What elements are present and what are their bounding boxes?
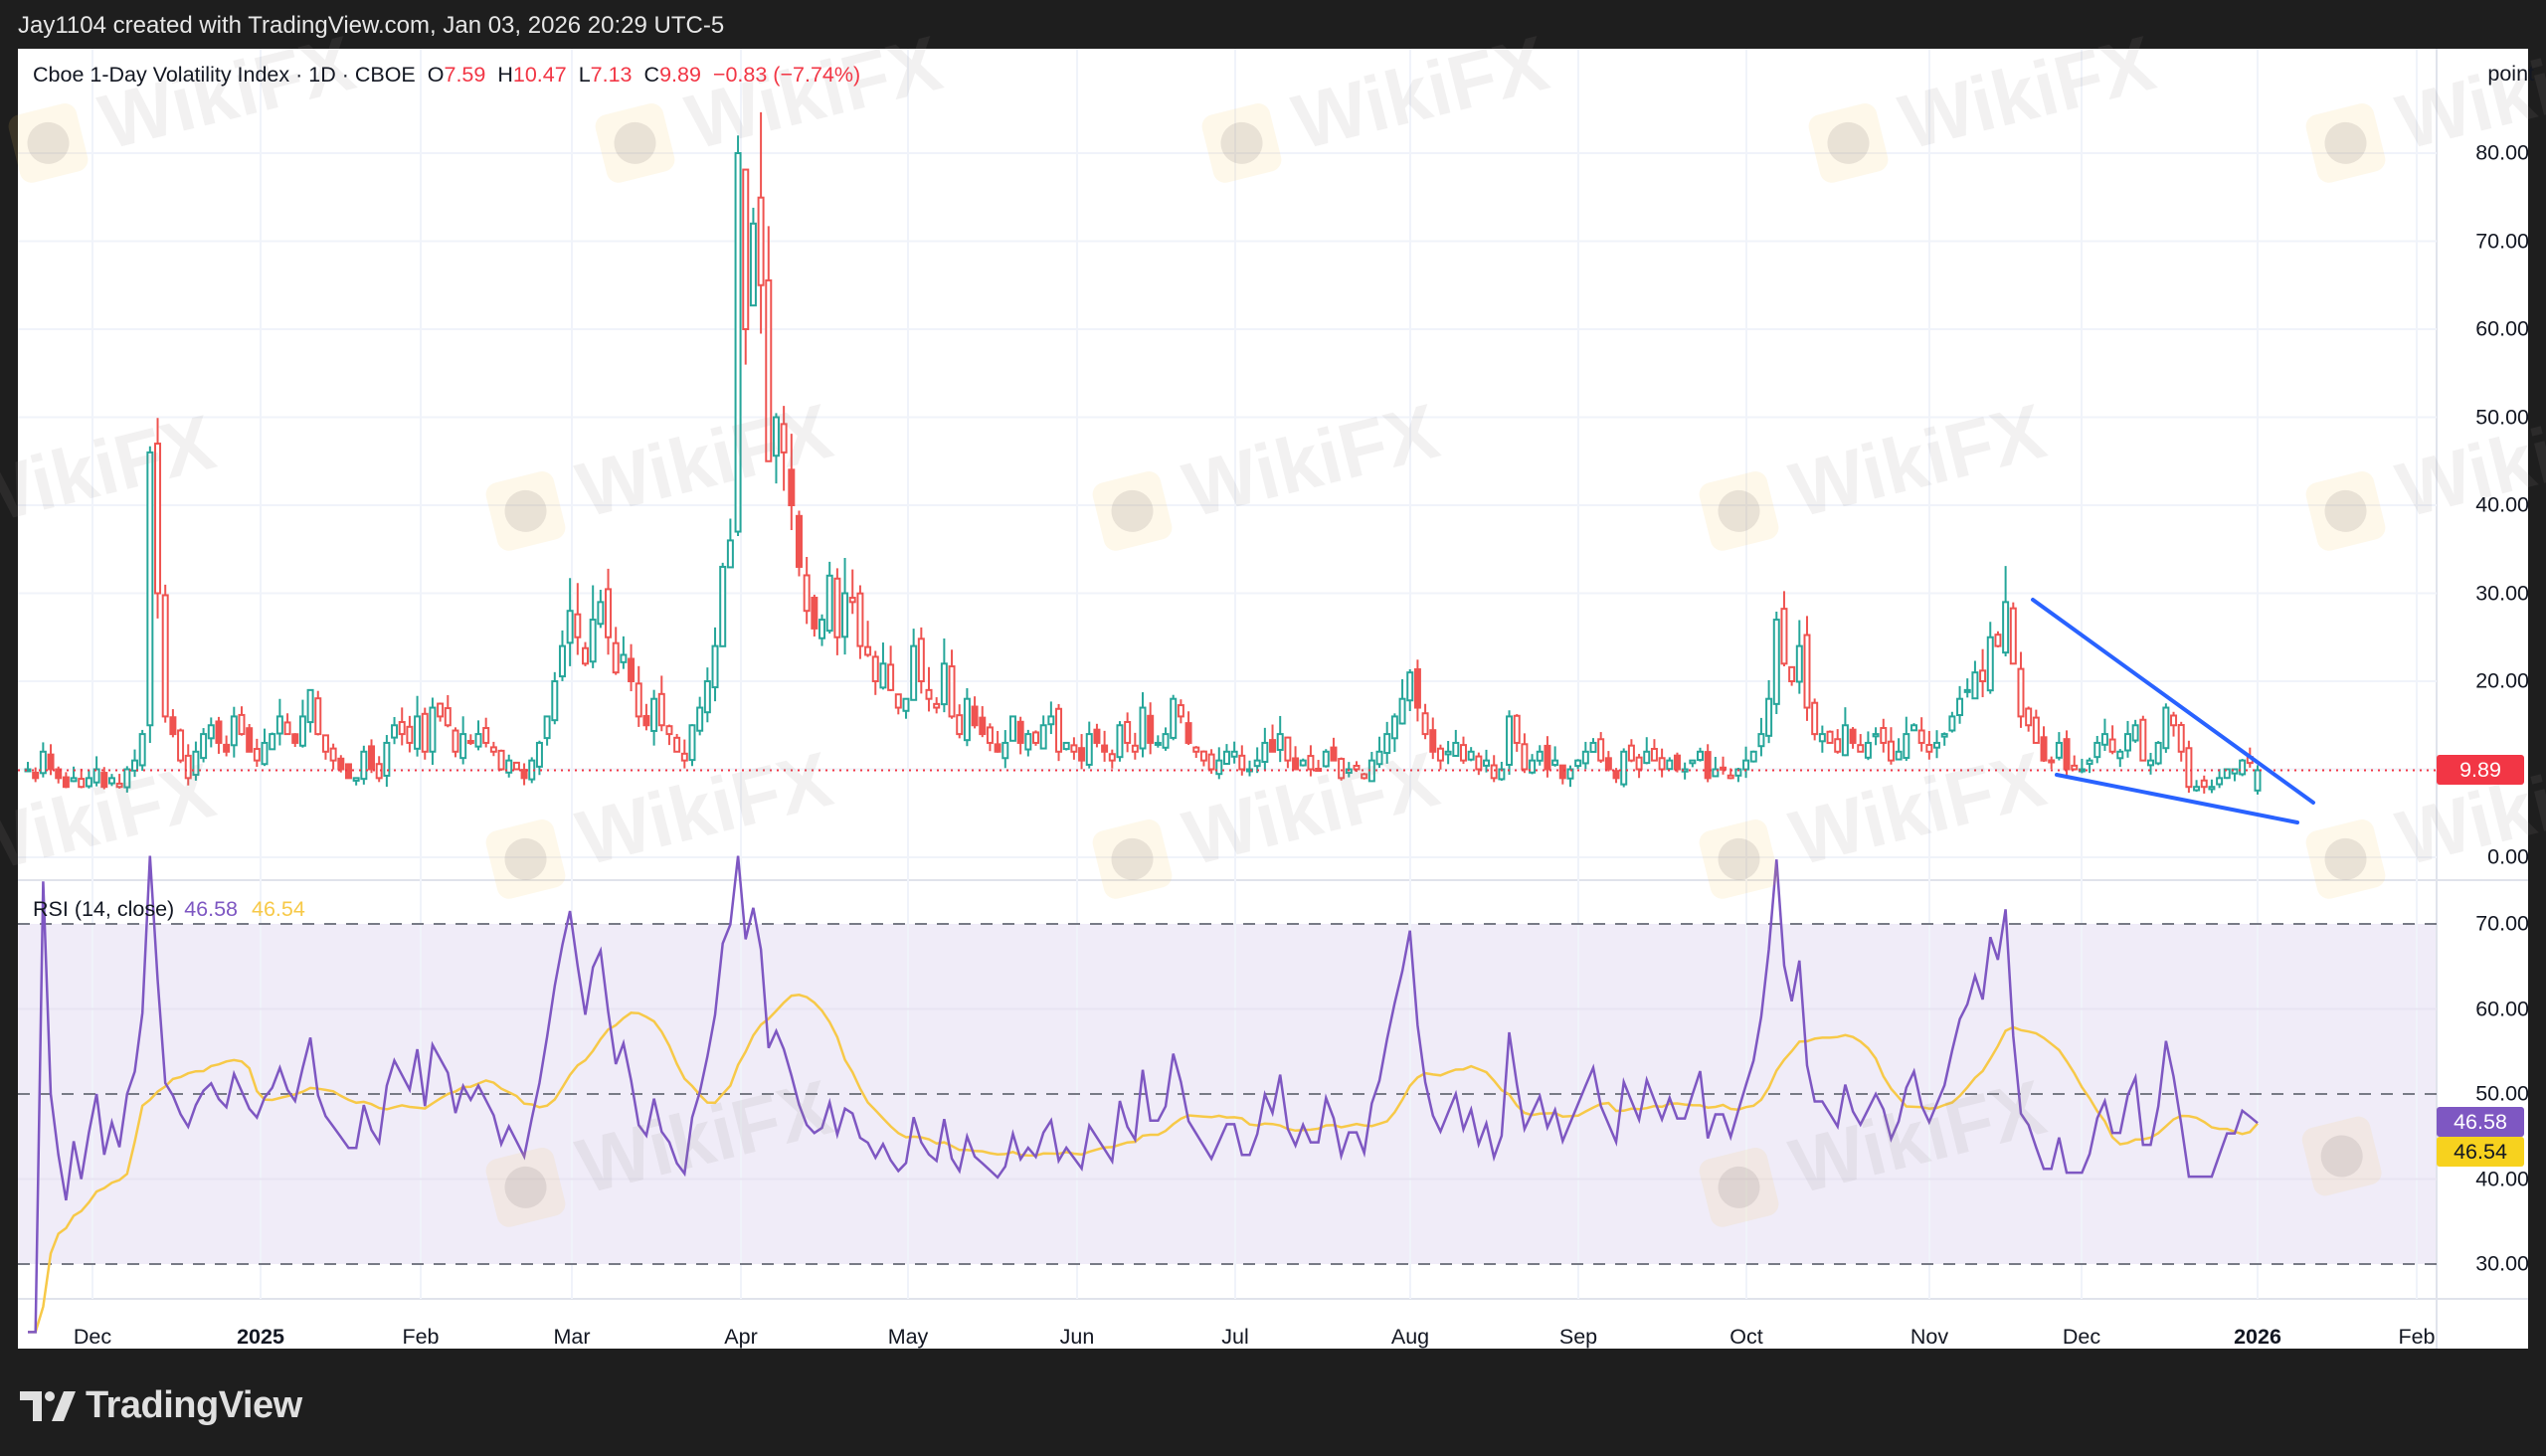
price-tick-label: 40.00 bbox=[2475, 492, 2529, 517]
price-tick-label: 60.00 bbox=[2475, 316, 2529, 341]
time-tick-label: May bbox=[887, 1325, 929, 1349]
time-tick-label: Oct bbox=[1729, 1325, 1763, 1349]
open-label: O bbox=[427, 63, 445, 87]
time-tick-label: Apr bbox=[724, 1325, 758, 1349]
wedge-lower-trendline bbox=[2055, 773, 2299, 824]
time-tick-label: Jun bbox=[1059, 1325, 1095, 1349]
rsi-tick-label: 30.00 bbox=[2475, 1251, 2529, 1276]
symbol-title[interactable]: Cboe 1-Day Volatility Index · 1D · CBOE bbox=[33, 63, 416, 87]
tradingview-logo[interactable]: TradingView bbox=[20, 1384, 302, 1427]
price-tick-label: 0.00 bbox=[2487, 844, 2529, 869]
rsi-ma-value: 46.54 bbox=[252, 897, 305, 921]
time-tick-label: Feb bbox=[402, 1325, 440, 1349]
rsi-ma-line bbox=[28, 994, 2259, 1334]
time-tick-label: Nov bbox=[1910, 1325, 1949, 1349]
high-value: 10.47 bbox=[512, 63, 567, 87]
price-tick-label: 50.00 bbox=[2475, 405, 2529, 429]
time-tick-label: Dec bbox=[2062, 1325, 2101, 1349]
high-label: H bbox=[497, 63, 513, 87]
time-tick-label: Jul bbox=[1221, 1325, 1249, 1349]
close-label: C bbox=[643, 63, 660, 87]
rsi-ma-value-badge: 46.54 bbox=[2437, 1137, 2524, 1167]
time-tick-label: Aug bbox=[1390, 1325, 1430, 1349]
chart-caption: Jay1104 created with TradingView.com, Ja… bbox=[18, 12, 725, 39]
rsi-tick-label: 40.00 bbox=[2475, 1167, 2529, 1190]
change-value: −0.83 (−7.74%) bbox=[712, 63, 861, 87]
price-tick-label: 30.00 bbox=[2475, 581, 2529, 605]
rsi-tick-label: 50.00 bbox=[2475, 1081, 2529, 1106]
wedge-upper-trendline bbox=[2031, 598, 2315, 805]
chart-canvas[interactable] bbox=[18, 49, 2528, 1349]
price-unit-label[interactable]: point bbox=[2487, 62, 2534, 86]
symbol-legend[interactable]: Cboe 1-Day Volatility Index · 1D · CBOE … bbox=[33, 63, 860, 88]
tradingview-logo-icon bbox=[20, 1390, 76, 1421]
last-price-badge: 9.89 bbox=[2437, 755, 2524, 786]
time-tick-label: Sep bbox=[1558, 1325, 1598, 1349]
time-tick-label: 2026 bbox=[2234, 1325, 2281, 1349]
time-tick-label: Mar bbox=[553, 1325, 591, 1349]
rsi-value-badge: 46.58 bbox=[2437, 1107, 2524, 1137]
rsi-value: 46.58 bbox=[184, 897, 238, 921]
low-label: L bbox=[578, 63, 591, 87]
brand-name: TradingView bbox=[86, 1384, 302, 1426]
price-tick-label: 20.00 bbox=[2475, 668, 2529, 693]
price-tick-label: 70.00 bbox=[2475, 229, 2529, 253]
open-value: 7.59 bbox=[444, 63, 486, 87]
chart-panel[interactable]: WikiFX WikiFX WikiFX WikiFX WikiFX WikiF… bbox=[0, 19, 2546, 1349]
price-tick-label: 80.00 bbox=[2475, 140, 2529, 165]
rsi-tick-label: 70.00 bbox=[2475, 911, 2529, 936]
time-tick-label: Feb bbox=[2398, 1325, 2436, 1349]
low-value: 7.13 bbox=[590, 63, 633, 87]
time-tick-label: Dec bbox=[73, 1325, 112, 1349]
rsi-legend[interactable]: RSI (14, close) 46.58 46.54 bbox=[33, 897, 305, 922]
rsi-title[interactable]: RSI (14, close) bbox=[33, 897, 175, 921]
rsi-line bbox=[28, 855, 2259, 1334]
close-value: 9.89 bbox=[659, 63, 701, 87]
candles bbox=[24, 111, 2262, 795]
rsi-tick-label: 60.00 bbox=[2475, 997, 2529, 1020]
time-tick-label: 2025 bbox=[237, 1325, 284, 1349]
